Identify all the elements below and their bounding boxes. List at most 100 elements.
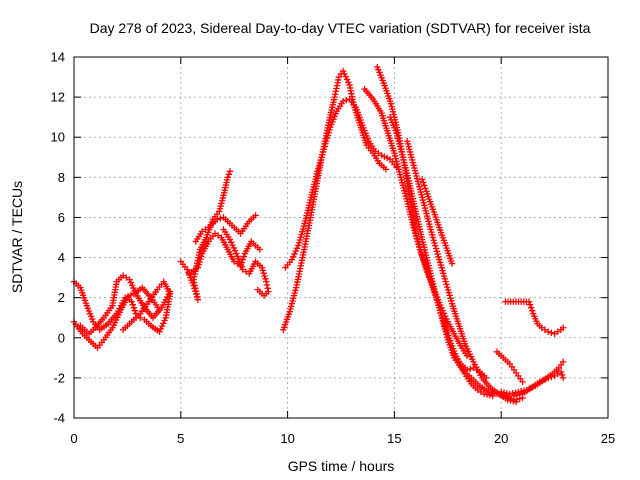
data-point-marker — [378, 152, 385, 159]
data-point-marker — [293, 245, 301, 252]
data-point-marker — [506, 390, 513, 398]
data-point-marker — [375, 150, 382, 157]
data-point-marker — [237, 262, 244, 269]
y-tick-label: -2 — [53, 370, 65, 385]
y-tick-labels: -4 -2 0 2 4 6 8 10 12 14 — [51, 50, 65, 426]
data-point-marker — [123, 274, 130, 281]
data-point-marker — [498, 388, 505, 396]
data-point-marker — [198, 253, 205, 260]
data-point-marker — [510, 398, 517, 405]
data-point-marker — [260, 269, 267, 277]
data-point-marker — [131, 287, 138, 295]
y-axis-label: SDTVAR / TECUs — [9, 181, 25, 293]
data-point-marker — [130, 304, 138, 311]
data-point-marker — [231, 247, 239, 254]
data-point-marker — [213, 216, 221, 223]
data-point-marker — [418, 176, 426, 183]
data-point-marker — [516, 391, 523, 398]
data-point-marker — [231, 258, 238, 265]
data-point-marker — [536, 378, 543, 386]
data-point-marker — [551, 372, 558, 380]
data-point-marker — [513, 392, 521, 399]
y-tick-label: -4 — [53, 411, 65, 426]
x-tick-label: 15 — [387, 431, 401, 446]
x-tick-labels: 0 5 10 15 20 25 — [70, 431, 615, 446]
data-point-marker — [538, 324, 545, 331]
data-point-marker — [217, 215, 224, 222]
data-point-marker — [485, 388, 492, 396]
chart-title: Day 278 of 2023, Sidereal Day-to-day VTE… — [90, 20, 591, 36]
data-point-marker — [519, 378, 526, 386]
data-point-marker — [559, 358, 567, 366]
data-point-marker — [127, 279, 135, 286]
data-point-marker — [559, 374, 567, 382]
data-point-marker — [512, 398, 520, 406]
data-point-marker — [254, 286, 261, 293]
data-point-marker — [119, 272, 127, 279]
data-point-marker — [510, 392, 518, 400]
data-point-marker — [264, 285, 271, 292]
y-tick-label: 6 — [58, 210, 65, 225]
data-point-marker — [473, 366, 480, 374]
data-point-marker — [240, 253, 248, 260]
data-point-marker — [129, 301, 136, 308]
data-point-marker — [127, 291, 135, 299]
data-point-marker — [448, 260, 456, 267]
data-point-marker — [157, 325, 164, 333]
data-point-marker — [226, 236, 234, 243]
data-point-marker — [262, 275, 269, 283]
y-tick-label: 14 — [51, 50, 65, 65]
data-point-marker — [198, 228, 206, 235]
data-point-marker — [256, 246, 264, 253]
x-axis-label: GPS time / hours — [288, 458, 395, 474]
data-point-marker — [124, 293, 132, 300]
data-point-marker — [382, 166, 390, 173]
data-point-marker — [194, 264, 202, 271]
axis-ticks — [73, 56, 609, 419]
data-point-marker — [158, 322, 166, 330]
data-point-marker — [234, 260, 241, 267]
data-point-marker — [258, 264, 266, 271]
data-point-marker — [252, 212, 259, 219]
data-point-marker — [422, 185, 429, 192]
data-point-marker — [544, 374, 552, 382]
data-point-marker — [474, 386, 481, 394]
data-point-marker — [526, 301, 534, 308]
data-point-marker — [539, 377, 546, 384]
x-tick-label: 5 — [177, 431, 184, 446]
data-point-marker — [345, 79, 352, 86]
data-point-marker — [239, 266, 246, 273]
data-point-marker — [554, 370, 562, 378]
data-point-marker — [477, 388, 485, 396]
data-point-marker — [384, 154, 391, 162]
data-point-marker — [211, 230, 219, 237]
plot-frame — [73, 56, 609, 419]
data-point-marker — [507, 397, 514, 404]
data-point-marker — [339, 67, 347, 75]
data-point-marker — [261, 272, 268, 280]
data-point-marker — [488, 389, 495, 396]
data-point-marker — [343, 96, 350, 104]
data-point-marker — [381, 153, 388, 160]
y-tick-label: 2 — [58, 290, 65, 305]
data-point-marker — [263, 281, 271, 289]
data-point-marker — [503, 390, 511, 397]
data-point-marker — [525, 298, 533, 305]
x-tick-label: 25 — [601, 431, 615, 446]
y-tick-label: 4 — [58, 250, 65, 265]
data-point-marker — [128, 282, 136, 289]
data-point-marker — [504, 396, 511, 404]
data-point-marker — [195, 261, 202, 268]
data-point-marker — [228, 239, 235, 246]
data-point-marker — [225, 171, 233, 178]
data-point-marker — [226, 168, 234, 175]
data-point-marker — [558, 371, 566, 379]
data-point-marker — [196, 258, 203, 266]
data-point-marker — [483, 374, 490, 382]
data-point-marker — [126, 276, 133, 283]
data-point-marker — [238, 259, 245, 266]
data-point-marker — [343, 76, 351, 83]
data-point-marker — [467, 365, 474, 373]
data-point-marker — [161, 317, 168, 324]
data-point-marker — [371, 148, 379, 155]
